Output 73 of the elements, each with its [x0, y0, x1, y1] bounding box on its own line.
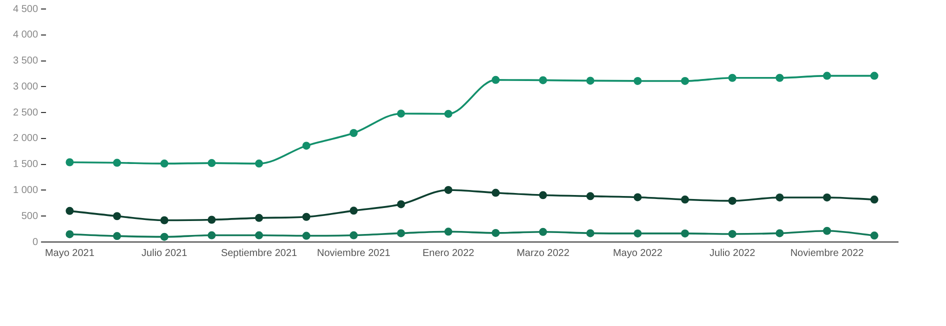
point — [444, 228, 452, 236]
point — [776, 74, 784, 82]
point — [444, 110, 452, 118]
y-tick-label: 4 500 — [12, 4, 38, 15]
point — [870, 72, 878, 80]
point — [823, 72, 831, 80]
point — [350, 206, 358, 215]
point — [255, 214, 264, 222]
y-tick-label: 0 — [32, 236, 38, 248]
point — [492, 228, 500, 237]
point — [634, 193, 642, 202]
point — [160, 160, 168, 168]
point — [160, 216, 168, 224]
x-tick-label: Mayo 2022 — [612, 248, 663, 259]
point — [255, 231, 264, 240]
y-tick-label: 4 000 — [12, 30, 38, 41]
point — [823, 226, 831, 235]
point — [539, 191, 548, 200]
x-tick-label: Julio 2022 — [710, 248, 756, 259]
point — [681, 76, 690, 85]
point — [586, 229, 594, 238]
point — [160, 232, 168, 241]
point — [66, 230, 74, 238]
point — [66, 158, 74, 166]
point — [350, 129, 358, 138]
y-tick-label: 1 000 — [12, 184, 38, 196]
x-tick-label: Marzo 2022 — [516, 248, 570, 259]
point — [539, 228, 548, 236]
x-tick-label: Mayo 2021 — [44, 248, 95, 259]
point — [776, 193, 784, 202]
point — [113, 158, 122, 167]
x-tick-label: Septiembre 2021 — [220, 248, 298, 259]
point — [776, 229, 784, 238]
point — [302, 232, 310, 240]
point — [397, 110, 406, 118]
point — [302, 212, 310, 221]
y-tick-label: 3 500 — [12, 56, 38, 67]
y-tick-label: 1 500 — [12, 159, 38, 170]
point — [634, 229, 642, 238]
point — [397, 229, 406, 238]
point — [823, 193, 831, 202]
point — [586, 192, 594, 200]
point — [870, 196, 878, 204]
point — [492, 188, 500, 197]
x-tick-label: Noviembre 2021 — [316, 248, 391, 259]
point — [397, 200, 406, 208]
y-tick-label: 2 000 — [12, 133, 38, 144]
y-tick-label: 500 — [21, 210, 38, 222]
x-tick-label: Noviembre 2022 — [790, 248, 864, 259]
x-tick-label: Enero 2022 — [422, 248, 475, 259]
point — [681, 196, 690, 204]
point — [208, 231, 216, 240]
x-tick-label: Julio 2021 — [142, 248, 188, 259]
point — [255, 160, 264, 168]
point — [113, 232, 122, 240]
point — [728, 196, 736, 205]
y-tick-label: 3 000 — [12, 81, 38, 92]
point — [350, 231, 358, 240]
point — [728, 74, 736, 82]
point — [66, 206, 74, 215]
point — [208, 216, 216, 224]
point — [208, 159, 216, 168]
point — [634, 76, 642, 85]
point — [586, 76, 594, 85]
point — [492, 76, 500, 84]
point — [681, 229, 690, 238]
y-tick-label: 2 500 — [12, 107, 38, 118]
point — [728, 230, 736, 238]
point — [870, 232, 878, 240]
point — [539, 76, 548, 84]
point — [444, 186, 452, 194]
point — [113, 212, 122, 220]
point — [302, 142, 310, 150]
